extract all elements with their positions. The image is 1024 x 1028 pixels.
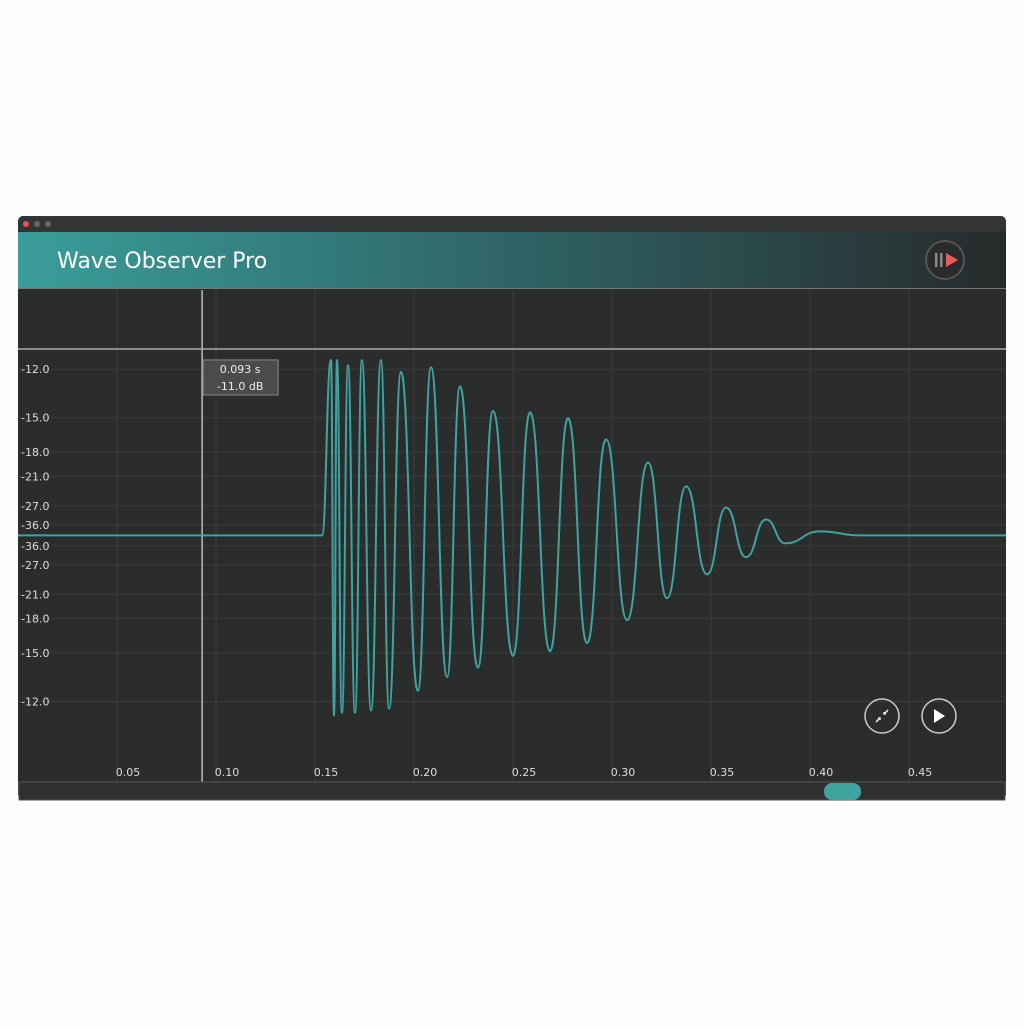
- record-button[interactable]: [925, 240, 965, 280]
- y-tick-label: -15.0: [21, 647, 49, 660]
- x-tick-label: 0.45: [908, 766, 933, 779]
- cursor-time-label: 0.093 s: [220, 363, 261, 376]
- y-tick-label: -21.0: [21, 470, 49, 483]
- x-tick-label: 0.40: [809, 766, 834, 779]
- waveform: [18, 359, 1006, 717]
- y-tick-label: -18.0: [21, 613, 49, 626]
- y-tick-label: -27.0: [21, 559, 49, 572]
- y-tick-label: -21.0: [21, 588, 49, 601]
- y-tick-label: -12.0: [21, 363, 49, 376]
- close-dot[interactable]: [23, 221, 29, 227]
- y-tick-label: -15.0: [21, 412, 49, 425]
- x-tick-label: 0.15: [314, 766, 339, 779]
- play-button[interactable]: [921, 698, 957, 734]
- scrollbar[interactable]: [18, 781, 1006, 801]
- title-bar: [18, 216, 1006, 232]
- cursor-readout: [202, 359, 279, 396]
- y-tick-label: -12.0: [21, 695, 49, 708]
- collapse-button[interactable]: [864, 698, 900, 734]
- minimize-dot[interactable]: [34, 221, 40, 227]
- x-tick-label: 0.05: [116, 766, 141, 779]
- scroll-thumb[interactable]: [824, 783, 861, 800]
- y-tick-label: -18.0: [21, 446, 49, 459]
- cursor-level-label: -11.0 dB: [217, 380, 264, 393]
- x-tick-label: 0.25: [512, 766, 537, 779]
- zoom-dot[interactable]: [45, 221, 51, 227]
- y-tick-label: -36.0: [21, 540, 49, 553]
- app-title: Wave Observer Pro: [57, 249, 267, 274]
- x-tick-label: 0.35: [710, 766, 735, 779]
- y-tick-label: -36.0: [21, 519, 49, 532]
- header: [18, 232, 1006, 288]
- y-tick-label: -27.0: [21, 500, 49, 513]
- x-tick-label: 0.10: [215, 766, 240, 779]
- x-tick-label: 0.30: [611, 766, 636, 779]
- x-tick-label: 0.20: [413, 766, 438, 779]
